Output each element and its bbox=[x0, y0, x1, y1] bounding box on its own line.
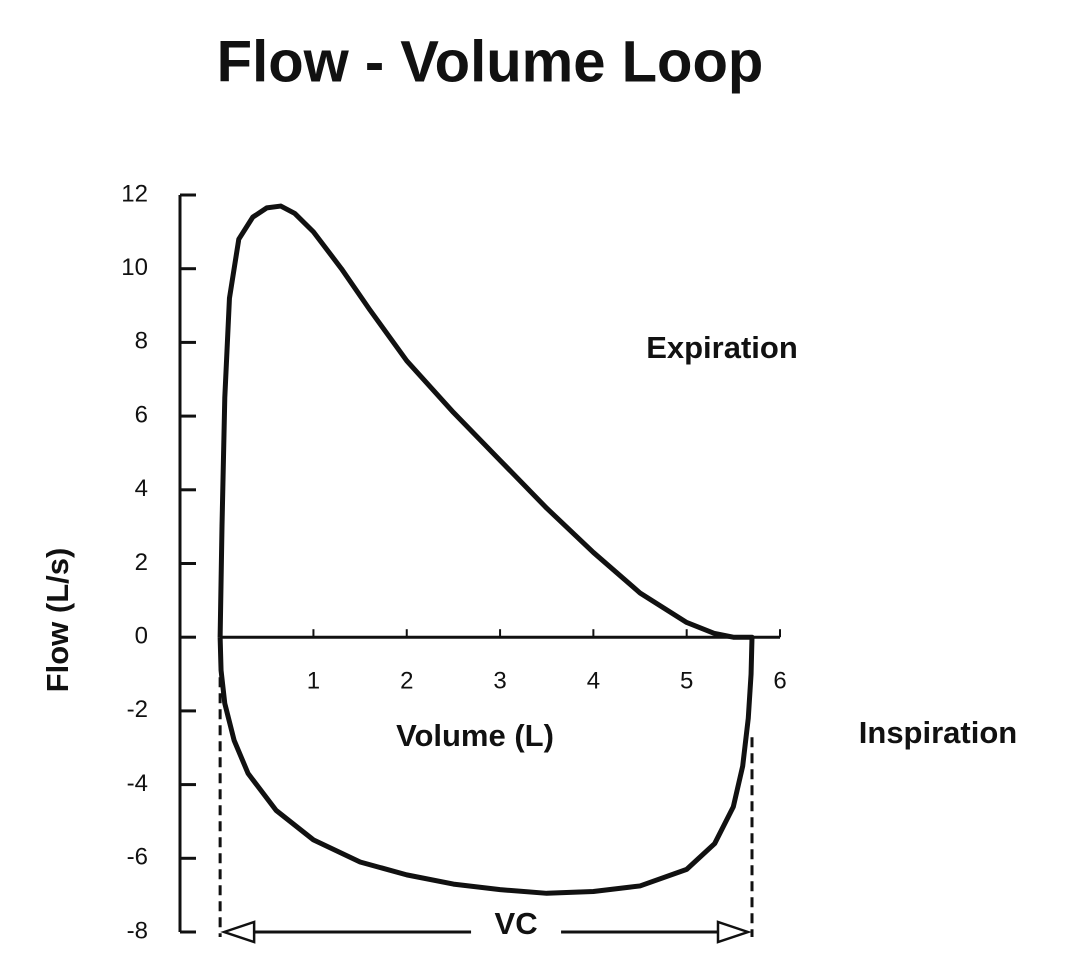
annotation: Expiration bbox=[646, 330, 798, 365]
chart-title: Flow - Volume Loop bbox=[217, 29, 764, 94]
x-tick-label: 4 bbox=[587, 668, 600, 695]
vc-arrowhead bbox=[220, 920, 256, 944]
flow-volume-curve bbox=[217, 203, 755, 896]
x-tick-label: 2 bbox=[400, 668, 413, 695]
x-axis-label: Volume (L) bbox=[396, 718, 554, 753]
x-tick-label: 1 bbox=[307, 668, 320, 695]
y-tick-label: -6 bbox=[127, 844, 148, 871]
y-tick-label: 4 bbox=[135, 475, 148, 502]
vc-label-bg bbox=[471, 910, 562, 950]
y-tick-label: -4 bbox=[127, 770, 148, 797]
y-tick-label: 12 bbox=[121, 180, 148, 207]
x-tick-label: 3 bbox=[493, 668, 506, 695]
y-axis-label: Flow (L/s) bbox=[40, 548, 75, 693]
y-tick-label: 8 bbox=[135, 328, 148, 355]
vc-label: VC bbox=[495, 906, 538, 941]
x-tick-label: 6 bbox=[773, 668, 786, 695]
y-tick-label: 2 bbox=[135, 549, 148, 576]
x-tick-label: 5 bbox=[680, 668, 693, 695]
y-tick-label: 6 bbox=[135, 401, 148, 428]
annotation: Inspiration bbox=[859, 715, 1017, 750]
y-tick-label: 10 bbox=[121, 254, 148, 281]
y-tick-label: -8 bbox=[127, 917, 148, 944]
vc-arrowhead bbox=[716, 920, 752, 944]
y-tick-label: 0 bbox=[135, 623, 148, 650]
y-tick-label: -2 bbox=[127, 696, 148, 723]
